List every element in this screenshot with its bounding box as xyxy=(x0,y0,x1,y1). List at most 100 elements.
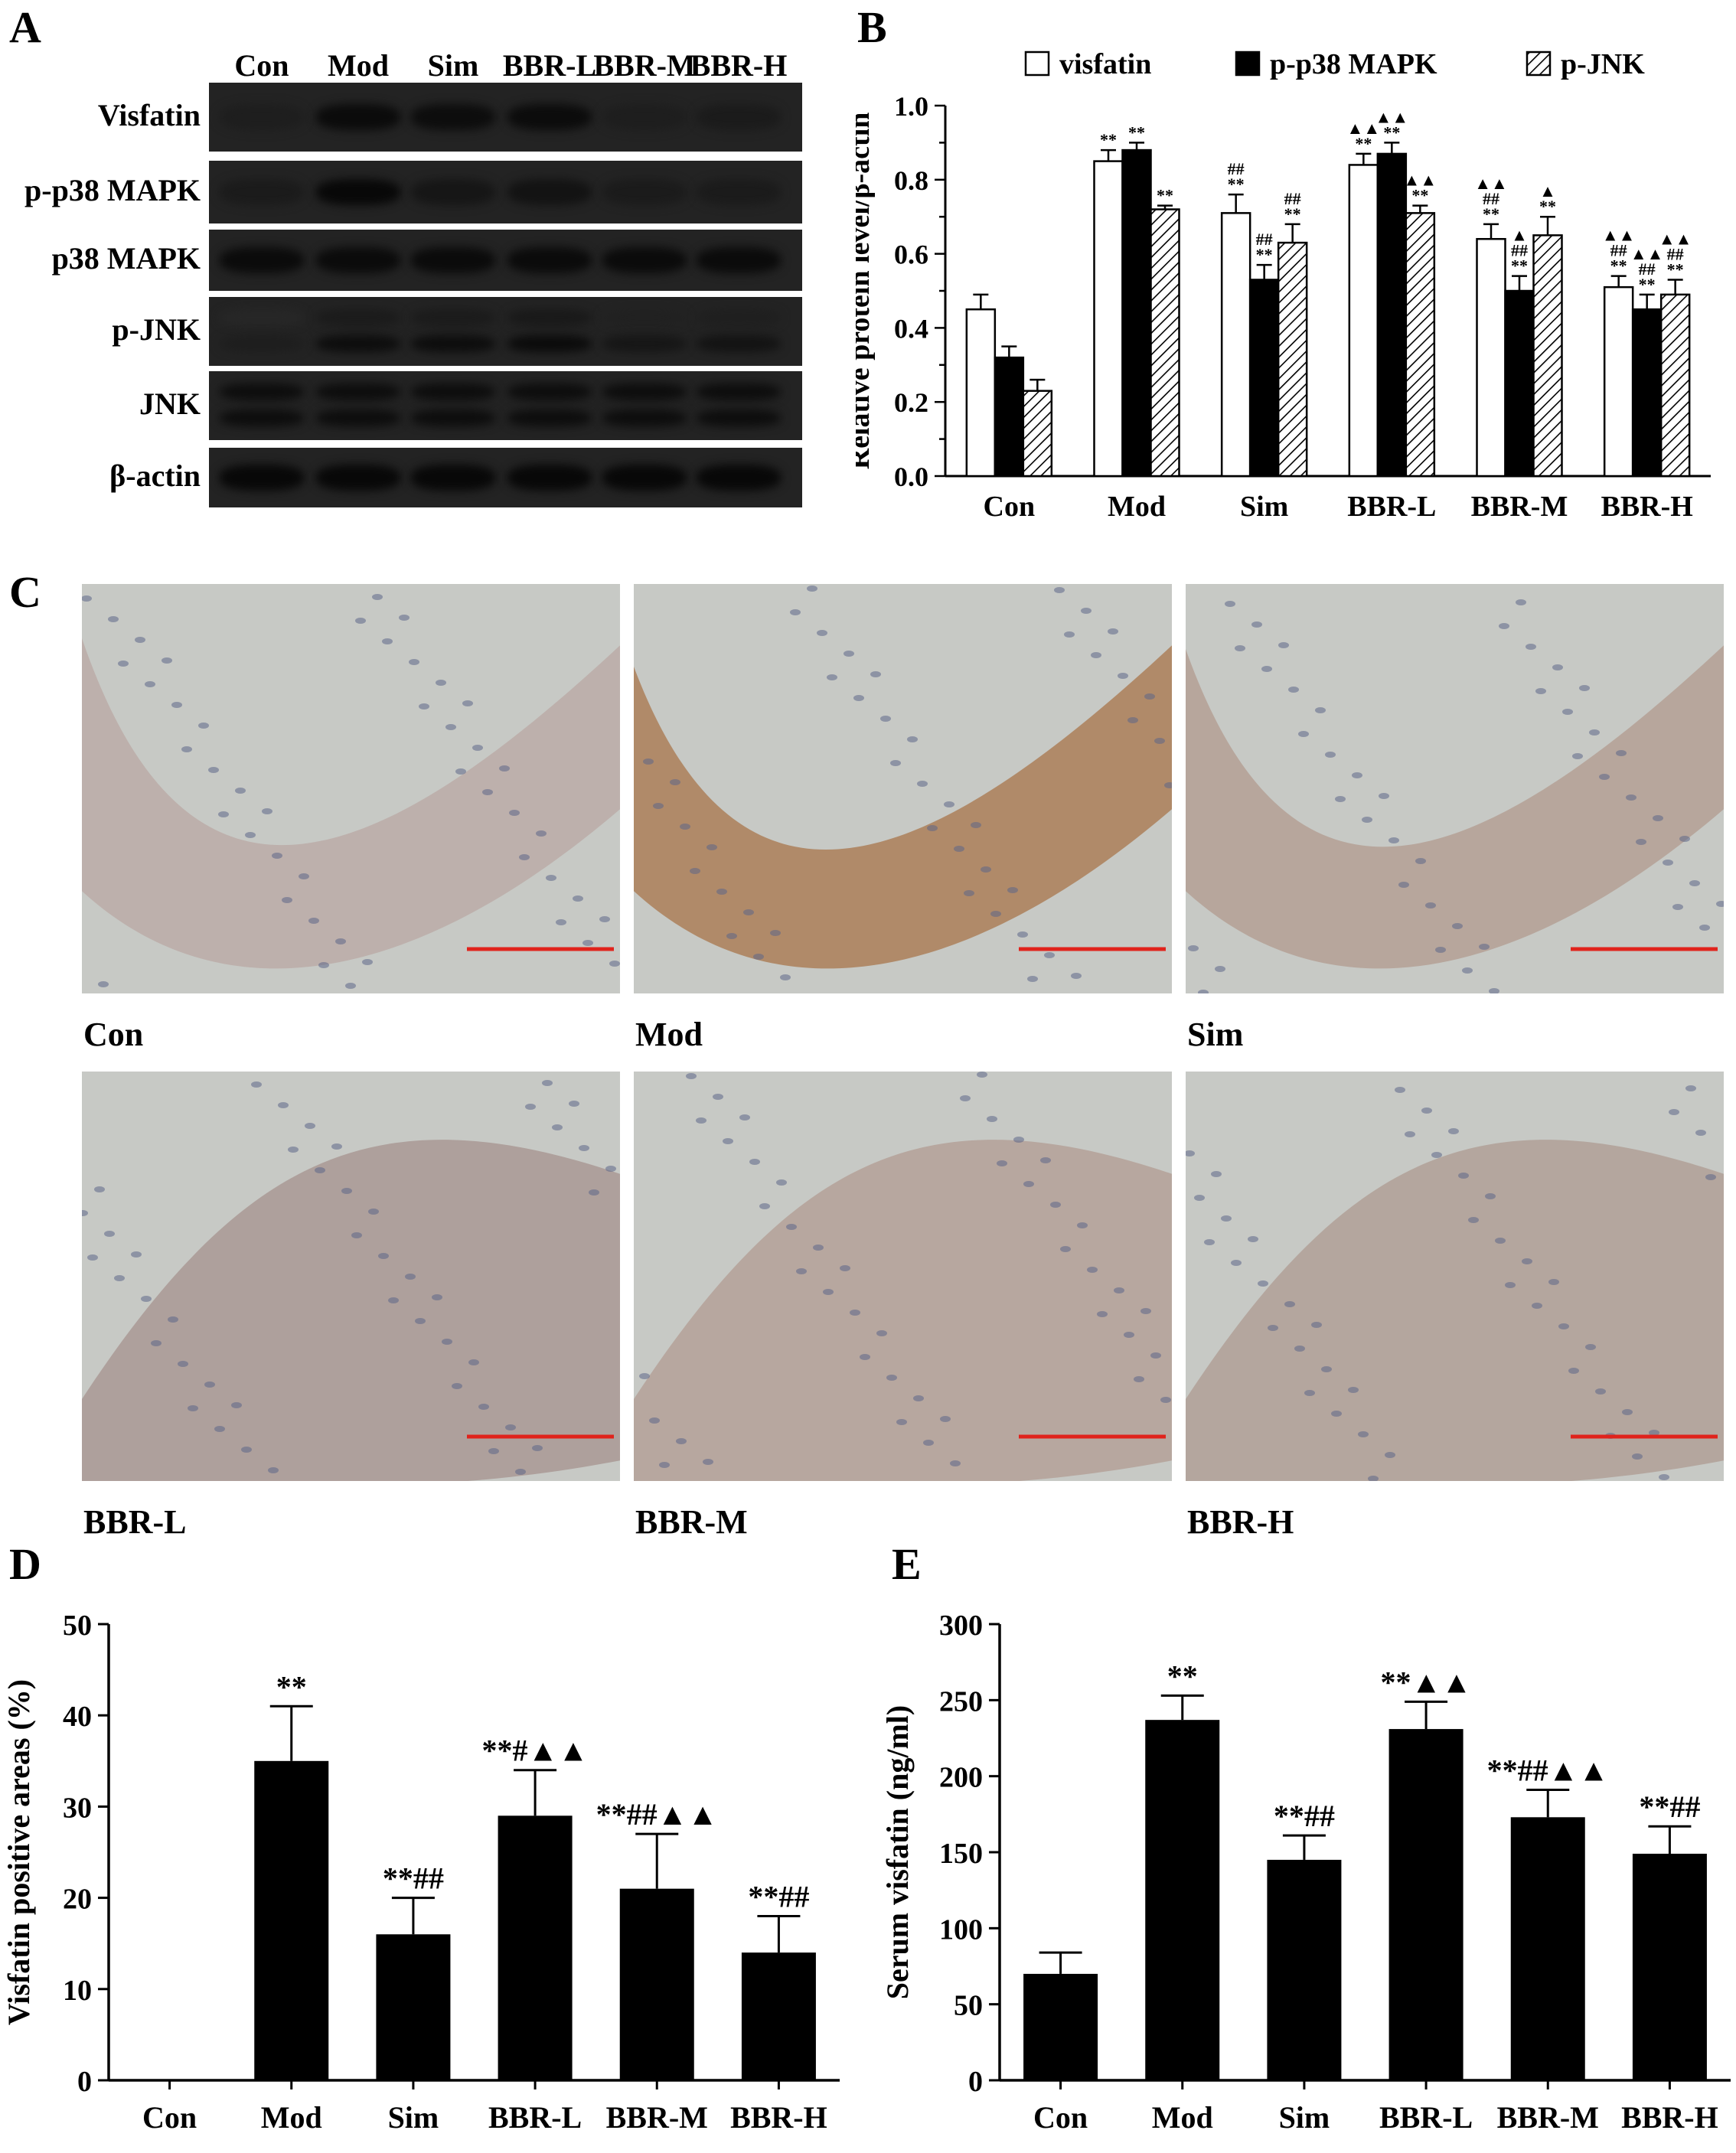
significance-mark: ** xyxy=(1483,204,1499,223)
nucleus xyxy=(482,789,493,795)
nucleus xyxy=(770,930,781,936)
nucleus xyxy=(850,1310,860,1316)
nucleus xyxy=(345,983,356,989)
tissue-region xyxy=(1186,645,1724,969)
x-tick-label: Sim xyxy=(1240,491,1288,523)
nucleus xyxy=(94,1186,105,1192)
nucleus xyxy=(1064,631,1075,638)
nucleus xyxy=(1023,1181,1034,1187)
lane-label: BBR-M xyxy=(593,48,696,83)
legend-label: p-p38 MAPK xyxy=(1270,48,1437,80)
lane-label: Con xyxy=(234,48,289,83)
nucleus xyxy=(141,1296,152,1302)
significance-mark: ** xyxy=(1157,186,1173,205)
nucleus xyxy=(1458,1173,1469,1179)
micrograph xyxy=(82,1072,620,1481)
nucleus xyxy=(1235,645,1245,651)
nucleus xyxy=(643,758,654,765)
blot-strip xyxy=(209,161,802,223)
nucleus xyxy=(82,1210,88,1216)
nucleus xyxy=(178,1361,188,1367)
nucleus xyxy=(556,919,566,925)
legend-swatch xyxy=(1024,51,1050,77)
bar-p-jnk xyxy=(1405,212,1436,478)
x-tick-label: BBR-L xyxy=(488,2100,582,2135)
micrograph-label: Sim xyxy=(1187,1016,1244,1053)
nucleus xyxy=(1579,685,1590,691)
x-tick-label: Mod xyxy=(1152,2100,1213,2135)
nucleus xyxy=(1705,1174,1716,1180)
y-tick-label: 0 xyxy=(968,2066,983,2098)
bar xyxy=(254,1760,329,2080)
nucleus xyxy=(262,808,272,814)
nucleus xyxy=(536,830,547,837)
nucleus xyxy=(1258,1280,1268,1287)
significance-mark: **## xyxy=(1274,1799,1335,1833)
blot-band xyxy=(316,409,400,427)
nucleus xyxy=(308,918,319,924)
tissue-region xyxy=(82,638,620,969)
nucleus xyxy=(676,1438,687,1444)
significance-mark: ## xyxy=(1639,259,1656,279)
nucleus xyxy=(181,746,192,752)
significance-mark: ▲ xyxy=(1511,226,1528,245)
bar-p-jnk xyxy=(1532,234,1563,478)
nucleus xyxy=(1140,1308,1151,1314)
blot-row-label: p-JNK xyxy=(112,312,201,347)
nucleus xyxy=(108,616,119,622)
nucleus xyxy=(860,1354,870,1360)
blot-band xyxy=(316,383,400,400)
x-tick-label: Mod xyxy=(261,2100,322,2135)
significance-mark: ** xyxy=(1539,197,1556,216)
nucleus xyxy=(907,736,918,742)
nucleus xyxy=(1431,1152,1442,1158)
nucleus xyxy=(1462,967,1473,974)
y-tick-label: 150 xyxy=(939,1838,983,1870)
y-tick-label: 300 xyxy=(939,1610,983,1642)
significance-mark: ** xyxy=(1256,245,1273,264)
micrograph-label: BBR-M xyxy=(635,1503,748,1541)
bar-visfatin xyxy=(1603,285,1634,478)
nucleus xyxy=(1134,1376,1144,1382)
nucleus xyxy=(1348,1387,1359,1393)
nucleus xyxy=(131,1251,142,1258)
nucleus xyxy=(1231,1260,1242,1266)
significance-mark: ▲▲ xyxy=(1602,226,1636,245)
nucleus xyxy=(315,1167,325,1173)
nucleus xyxy=(362,959,373,965)
nucleus xyxy=(1622,1409,1633,1415)
nucleus xyxy=(1435,947,1446,953)
x-tick-label: BBR-M xyxy=(606,2100,708,2135)
nucleus xyxy=(505,1424,516,1430)
significance-mark: **#▲▲ xyxy=(481,1734,588,1768)
nucleus xyxy=(743,909,754,915)
nucleus xyxy=(378,1253,389,1259)
chart-b-protein-levels: 0.0 0.2 0.4 0.6 0.8 1.0 Relative protein level… xyxy=(856,48,1711,523)
nucleus xyxy=(780,974,791,980)
blot-band xyxy=(316,465,400,491)
nucleus xyxy=(964,890,974,896)
nucleus xyxy=(1325,752,1336,758)
nucleus xyxy=(162,657,172,664)
y-tick-label: 30 xyxy=(63,1792,92,1824)
nucleus xyxy=(1653,815,1663,821)
nucleus xyxy=(288,1147,299,1153)
nucleus xyxy=(1626,794,1636,801)
lane-label: Mod xyxy=(328,48,389,83)
nucleus xyxy=(472,745,483,751)
blot-band xyxy=(507,465,592,491)
bar-visfatin xyxy=(1476,237,1506,478)
nucleus xyxy=(335,938,346,944)
nucleus xyxy=(1699,925,1710,931)
nucleus xyxy=(1294,1346,1305,1352)
nucleus xyxy=(268,1467,279,1473)
bar-p-p38-mapk xyxy=(1376,152,1408,478)
nucleus xyxy=(1268,1325,1278,1331)
nucleus xyxy=(1315,707,1326,713)
y-tick-label: 0 xyxy=(77,2066,92,2098)
micrograph-label: BBR-L xyxy=(83,1503,187,1541)
bar-p-jnk xyxy=(1022,390,1053,478)
bar xyxy=(1510,1817,1585,2080)
nucleus xyxy=(1505,1282,1516,1288)
x-tick-label: BBR-H xyxy=(1601,491,1692,523)
